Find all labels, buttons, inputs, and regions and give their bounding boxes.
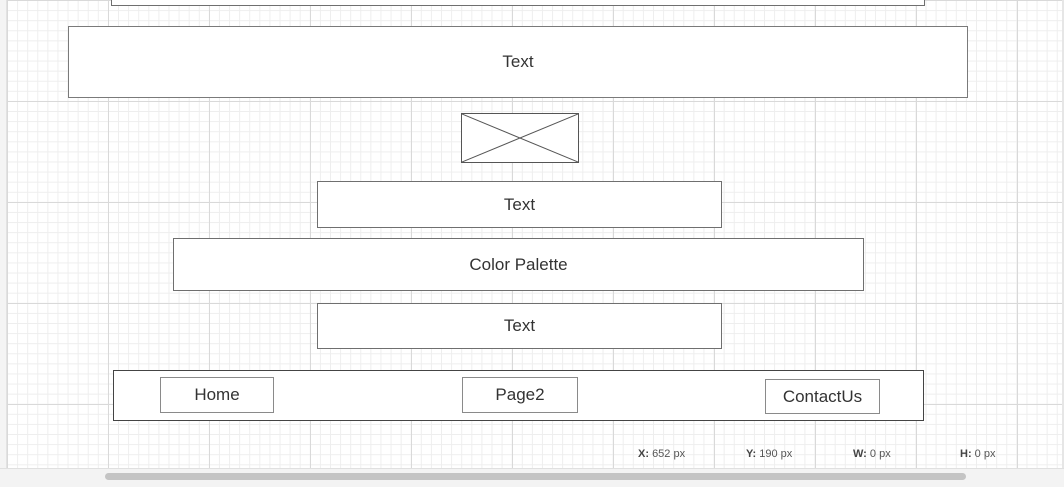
status-x: X: 652 px: [638, 448, 686, 460]
nav-home-button[interactable]: Home: [160, 377, 274, 413]
nav-bar[interactable]: Home Page2 ContactUs: [113, 370, 924, 421]
color-palette-label: Color Palette: [469, 254, 568, 274]
nav-page2-button[interactable]: Page2: [462, 377, 578, 413]
nav-page2-label: Page2: [495, 385, 545, 404]
horizontal-scrollbar[interactable]: [0, 468, 1064, 487]
header-text-label: Text: [502, 52, 534, 71]
status-y: Y: 190 px: [746, 448, 793, 460]
image-placeholder-x-icon: [462, 114, 578, 162]
text-block-1-label: Text: [503, 194, 536, 214]
top-element-partial[interactable]: [111, 0, 925, 6]
image-placeholder[interactable]: [461, 113, 579, 163]
canvas-right-edge: [1062, 0, 1064, 468]
nav-contactus-button[interactable]: ContactUs: [765, 379, 880, 414]
text-block-2[interactable]: Text: [317, 303, 722, 349]
color-palette-box[interactable]: Color Palette: [173, 238, 864, 291]
text-block-1[interactable]: Text: [317, 181, 722, 228]
nav-home-label: Home: [194, 385, 240, 404]
scrollbar-thumb[interactable]: [105, 473, 966, 480]
wireframe-canvas[interactable]: Text Text Color Palette Text Home Page2 …: [6, 0, 1064, 468]
text-block-2-label: Text: [503, 316, 536, 335]
nav-contactus-label: ContactUs: [782, 386, 863, 406]
status-w: W: 0 px: [853, 448, 891, 460]
coordinates-status-bar: X: 652 px Y: 190 px W: 0 px H: 0 px: [0, 448, 1064, 464]
status-h: H: 0 px: [960, 448, 996, 460]
header-text-box[interactable]: Text: [68, 26, 968, 98]
